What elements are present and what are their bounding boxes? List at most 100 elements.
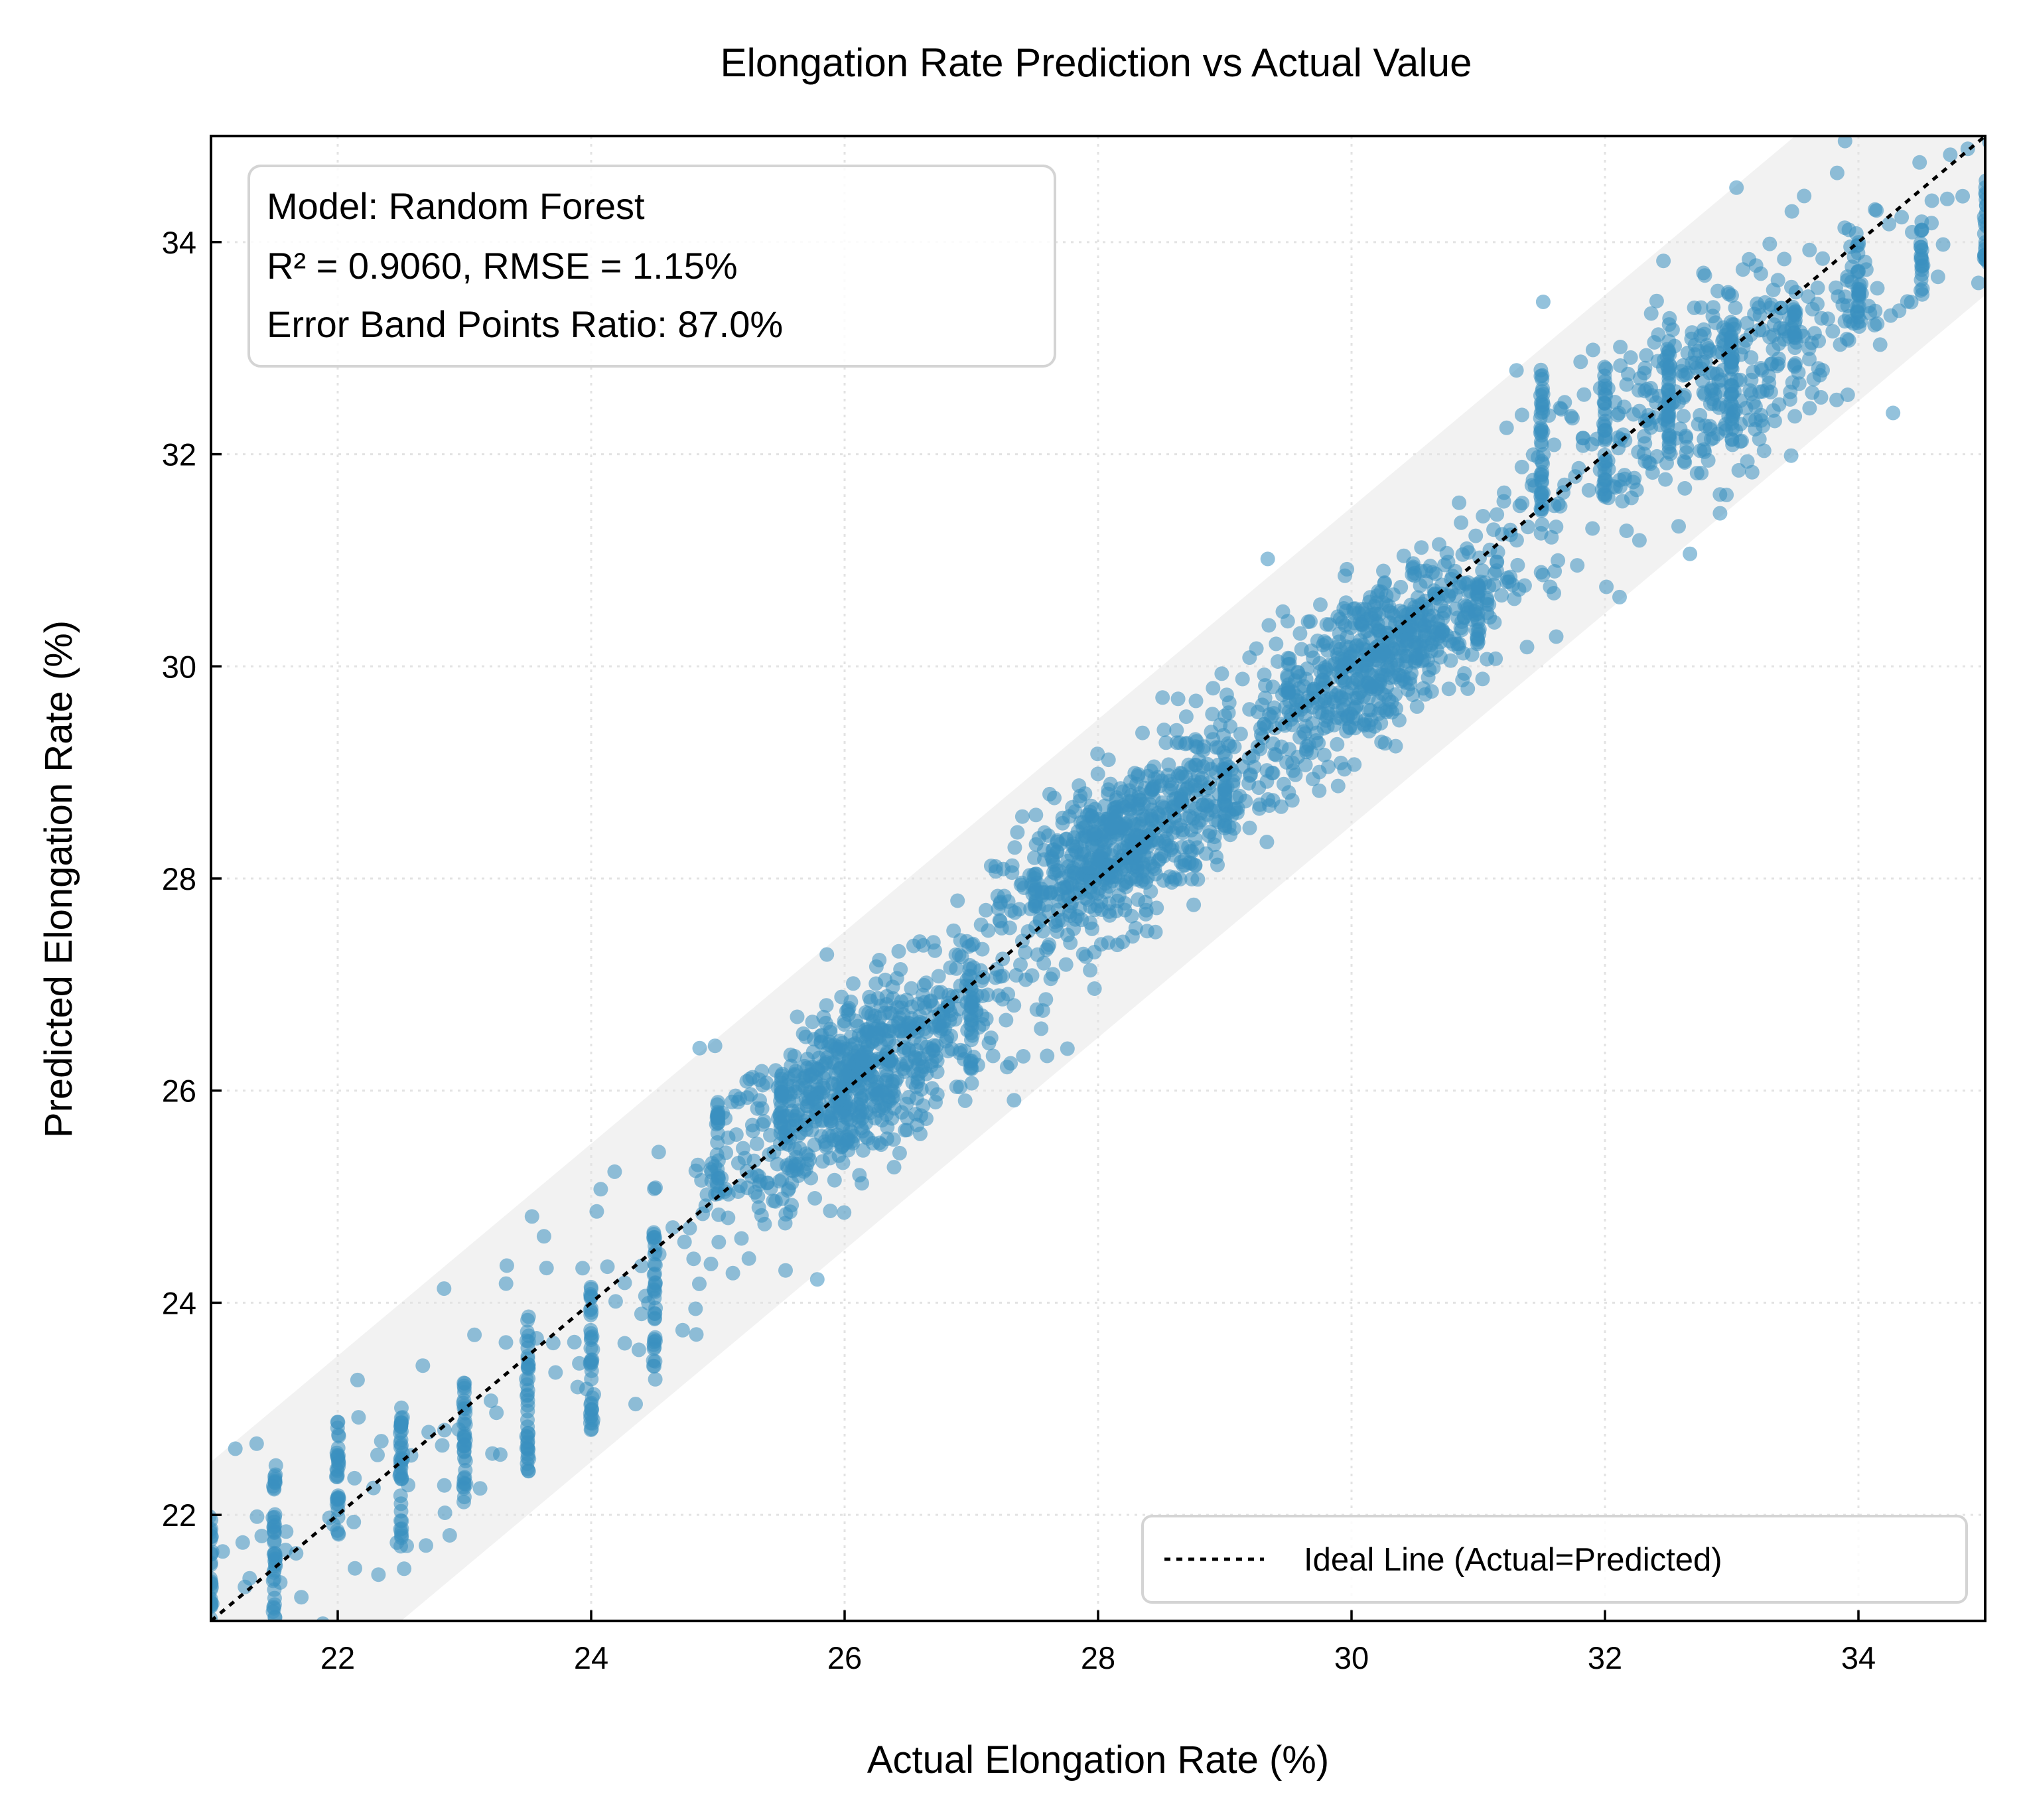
data-point-1989	[1499, 420, 1514, 435]
data-point-3206	[1977, 226, 1985, 242]
data-point-1937	[1349, 659, 1364, 674]
data-point-579	[896, 1030, 912, 1045]
data-point-1318	[1130, 828, 1145, 843]
data-point-1849	[1312, 656, 1327, 671]
data-point-2885	[1470, 614, 1486, 629]
data-point-3118	[1837, 136, 1852, 149]
data-point-2749	[770, 1156, 785, 1172]
data-point-687	[889, 971, 904, 986]
data-point-2790	[981, 923, 996, 938]
data-point-2566	[520, 1397, 535, 1413]
data-point-2750	[798, 1029, 813, 1044]
data-point-2526	[437, 1281, 452, 1296]
data-point-1419	[1178, 709, 1194, 725]
data-point-2778	[963, 1060, 979, 1075]
data-point-2992	[1589, 431, 1604, 447]
data-point-1987	[1872, 337, 1888, 352]
data-point-1924	[1399, 648, 1415, 664]
data-point-2715	[721, 1210, 736, 1225]
data-point-2722	[675, 1322, 690, 1338]
data-point-2379	[266, 1600, 281, 1615]
data-point-2809	[1062, 908, 1078, 923]
data-point-2534	[442, 1528, 457, 1543]
data-point-189	[778, 1216, 793, 1231]
data-point-160	[729, 1127, 744, 1142]
data-point-3114	[1762, 236, 1777, 251]
data-point-697	[916, 995, 932, 1010]
data-point-2841	[1203, 802, 1218, 817]
data-point-2588	[472, 1481, 488, 1496]
data-point-2683	[686, 1251, 701, 1267]
data-point-1202	[1209, 849, 1224, 865]
data-point-1535	[1487, 566, 1502, 581]
data-point-1879	[1223, 719, 1238, 734]
data-point-1950	[1802, 242, 1817, 257]
data-point-2380	[267, 1524, 282, 1539]
data-point-2327	[211, 1529, 219, 1545]
data-point-2889	[1472, 580, 1487, 595]
data-point-2624	[583, 1340, 598, 1356]
data-point-791	[1010, 825, 1025, 840]
data-point-1841	[1410, 639, 1425, 654]
data-point-2944	[1517, 578, 1532, 593]
data-point-718	[950, 893, 965, 908]
data-point-1209	[1143, 808, 1158, 823]
data-point-951	[1018, 972, 1033, 987]
data-point-1888	[1439, 545, 1454, 561]
data-point-1687	[1204, 725, 1219, 740]
data-point-1196	[1129, 776, 1144, 792]
data-point-1636	[1159, 831, 1174, 847]
data-point-2167	[1658, 472, 1673, 487]
data-point-2286	[1783, 384, 1798, 399]
data-point-1574	[1206, 681, 1221, 696]
data-point-1837	[1335, 615, 1350, 630]
data-point-291	[749, 1136, 764, 1151]
data-point-1223	[1188, 693, 1204, 709]
data-point-2627	[584, 1352, 598, 1367]
data-point-670	[821, 1037, 836, 1052]
data-point-2276	[1764, 297, 1779, 313]
data-point-644	[803, 1086, 818, 1101]
data-point-2986	[1598, 374, 1612, 389]
data-point-3001	[1592, 462, 1608, 478]
data-point-2858	[1262, 707, 1277, 722]
data-point-2530	[437, 1505, 453, 1520]
data-point-672	[832, 1080, 847, 1095]
data-point-2480	[347, 1470, 362, 1486]
data-point-1281	[1219, 687, 1234, 703]
data-point-2585	[548, 1365, 563, 1380]
data-point-1177	[1117, 896, 1133, 911]
data-point-2747	[725, 1265, 740, 1281]
data-point-2756	[814, 1059, 829, 1074]
data-point-1200	[1020, 924, 1036, 939]
data-point-2587	[493, 1447, 508, 1462]
data-point-393	[931, 969, 946, 984]
data-point-2798	[1028, 892, 1044, 908]
data-point-2280	[1729, 180, 1744, 195]
data-point-463	[756, 1114, 772, 1129]
data-point-2789	[991, 988, 1007, 1003]
data-point-2242	[1805, 385, 1820, 400]
data-point-816	[1161, 757, 1176, 772]
data-point-2586	[536, 1229, 551, 1244]
data-point-1614	[1313, 597, 1328, 612]
data-point-3031	[1661, 409, 1676, 425]
data-point-2723	[707, 1038, 723, 1054]
data-point-302	[737, 1151, 752, 1166]
data-point-1939	[1389, 701, 1403, 716]
data-point-387	[783, 1047, 798, 1062]
data-point-2184	[1805, 301, 1820, 316]
data-point-2893	[1514, 459, 1529, 474]
data-point-2272	[1770, 358, 1785, 374]
annotation-band-ratio: Error Band Points Ratio: 87.0%	[267, 303, 783, 345]
data-point-1692	[1267, 721, 1283, 736]
data-point-1347	[1101, 812, 1117, 827]
data-point-3039	[1627, 470, 1642, 486]
data-point-285	[823, 1204, 838, 1218]
data-point-1047	[1012, 902, 1027, 917]
data-point-2486	[348, 1561, 362, 1576]
data-point-1929	[1387, 669, 1403, 685]
data-point-2791	[959, 995, 975, 1010]
data-point-2567	[520, 1413, 535, 1427]
legend-ideal-line-label: Ideal Line (Actual=Predicted)	[1304, 1542, 1722, 1578]
